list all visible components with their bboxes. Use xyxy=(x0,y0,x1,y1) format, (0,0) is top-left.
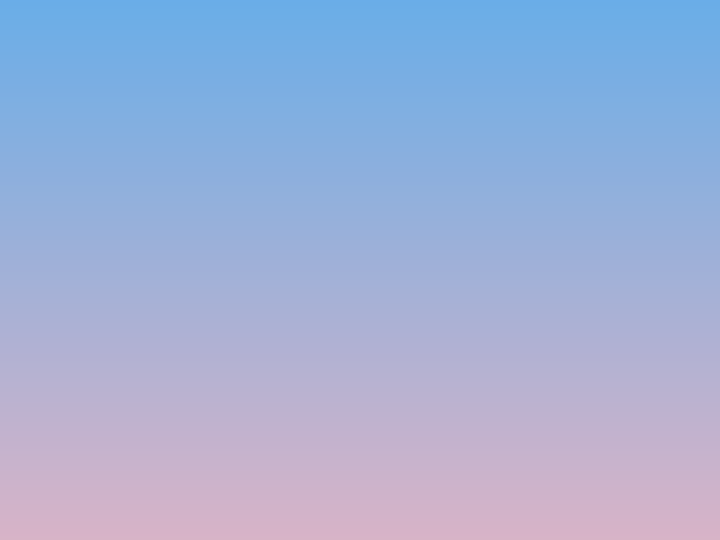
Text: Beta-thromboglobulin: Beta-thromboglobulin xyxy=(117,167,297,185)
Text: Radioimmunoassay: Radioimmunoassay xyxy=(526,165,688,183)
Text: Coagulation Factor V: Coagulation Factor V xyxy=(117,259,288,277)
Text: released on activation: released on activation xyxy=(191,112,454,132)
Text: Fibrinogen: Fibrinogen xyxy=(117,213,203,231)
Text: Platelet Granule Contents: Platelet Granule Contents xyxy=(58,83,587,117)
Text: Alpha-granules:: Alpha-granules: xyxy=(117,148,276,166)
Text: Fluorescence: Fluorescence xyxy=(526,350,635,368)
Text: Calcium ions,: Calcium ions, xyxy=(269,350,390,368)
Text: HPLC: HPLC xyxy=(526,371,569,389)
Text: in plasma: in plasma xyxy=(526,207,606,225)
Text: Platelet Factor 4: Platelet Factor 4 xyxy=(117,190,251,208)
Text: ADP: ADP xyxy=(117,350,153,368)
FancyBboxPatch shape xyxy=(96,136,523,313)
Text: Growth Factors: Growth Factors xyxy=(117,282,241,300)
Text: P-selectin, vWF,: P-selectin, vWF, xyxy=(276,236,409,254)
Text: ATP: ATP xyxy=(117,395,149,413)
Text: radiolabelling: radiolabelling xyxy=(526,392,638,409)
Text: Dense Granules:: Dense Granules: xyxy=(117,321,283,339)
Text: Serotonin (5-HT): Serotonin (5-HT) xyxy=(269,395,417,413)
Text: ASSAYS: ASSAYS xyxy=(529,93,609,113)
FancyBboxPatch shape xyxy=(96,309,523,475)
Text: ELISA: ELISA xyxy=(526,186,572,204)
Text: adhesive glycoproteins::: adhesive glycoproteins:: xyxy=(117,236,320,254)
